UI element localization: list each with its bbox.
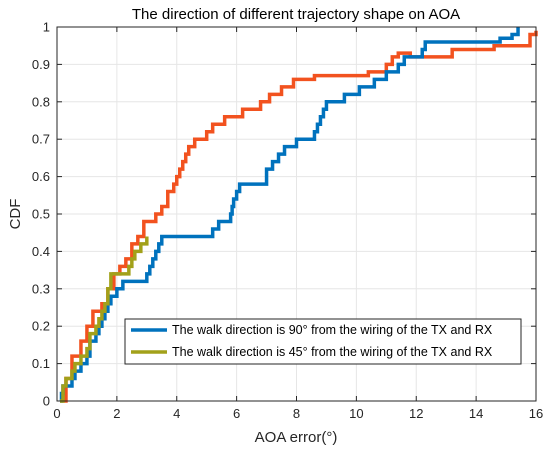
legend: The walk direction is 90° from the wirin… [124,318,522,365]
tick-labels: 0 2 4 6 8 10 12 14 16 0 0.1 0.2 0.3 0.4 0.5 0.6 0.7 0.8 0.… [32,20,543,422]
series-layer [59,27,538,403]
y-tick-label: 0.3 [32,281,50,296]
chart-title: The direction of different trajectory sh… [132,6,460,23]
x-tick-label: 4 [173,406,180,421]
y-tick-label: 1 [43,20,50,35]
y-tick-label: 0.5 [32,207,50,222]
x-tick-label: 14 [469,406,483,421]
y-tick-label: 0.9 [32,57,50,72]
x-tick-label: 12 [409,406,423,421]
series-90deg-line [59,27,520,403]
x-tick-label: 0 [53,406,60,421]
y-axis-label: CDF [7,199,24,230]
y-tick-label: 0 [43,394,50,409]
legend-box [124,318,522,365]
series-45deg-line [59,236,149,403]
y-tick-label: 0.4 [32,244,50,259]
y-tick-label: 0.6 [32,169,50,184]
legend-label-90deg: The walk direction is 90° from the wirin… [172,323,493,337]
y-tick-label: 0.8 [32,94,50,109]
y-tick-label: 0.7 [32,132,50,147]
y-tick-label: 0.1 [32,356,50,371]
legend-label-45deg: The walk direction is 45° from the wirin… [172,345,493,359]
x-tick-label: 2 [113,406,120,421]
axes-box [56,26,537,402]
x-tick-label: 16 [529,406,543,421]
x-tick-label: 6 [233,406,240,421]
axes [56,26,537,402]
x-tick-label: 10 [349,406,363,421]
x-axis-label: AOA error(°) [255,429,338,446]
y-tick-label: 0.2 [32,319,50,334]
x-tick-label: 8 [293,406,300,421]
series-unlabeled-line [59,30,538,403]
